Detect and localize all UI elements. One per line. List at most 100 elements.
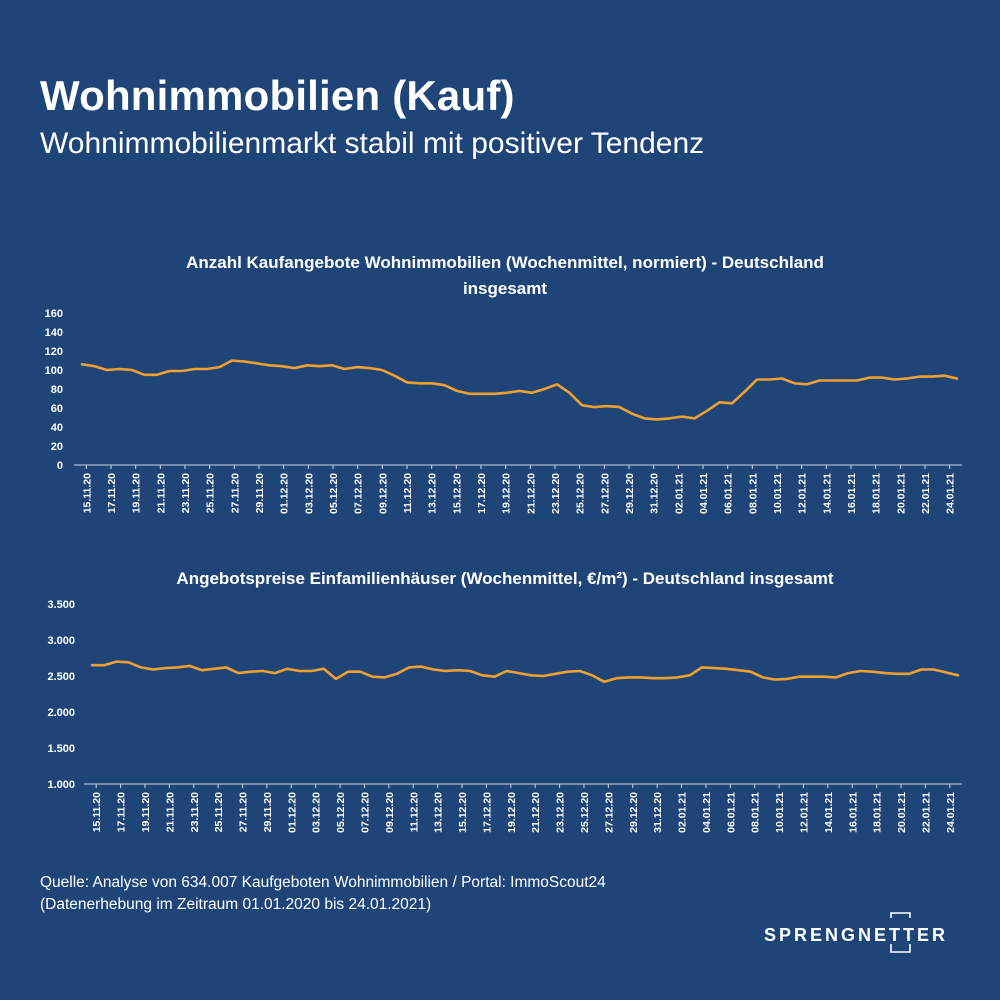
x-tick-label: 17.11.20 [116,792,128,832]
x-tick-label: 03.12.20 [311,792,323,833]
x-tick-label: 24.01.21 [945,792,957,833]
x-tick-label: 21.12.20 [530,792,542,833]
x-tick-label: 04.01.21 [701,792,713,833]
source-line-1: Quelle: Analyse von 634.007 Kaufgeboten … [40,874,606,891]
x-tick-label: 04.01.21 [698,473,710,514]
y-tick-label: 0 [57,460,63,472]
x-tick-label: 07.12.20 [359,792,371,833]
series-line [90,660,960,684]
x-tick-label: 15.12.20 [451,473,463,514]
x-tick-label: 05.12.20 [328,473,340,514]
x-tick-label: 23.12.20 [555,792,567,833]
x-tick-label: 22.01.21 [920,473,932,514]
x-tick-label: 19.12.20 [501,473,513,514]
y-tick-label: 40 [51,422,63,434]
y-tick-label: 140 [45,327,63,339]
x-tick-label: 05.12.20 [335,792,347,833]
x-tick-label: 29.12.20 [628,792,640,833]
x-tick-label: 25.11.20 [213,792,225,832]
x-tick-label: 23.11.20 [180,473,192,513]
y-tick-label: 160 [45,308,63,320]
page-subtitle: Wohnimmobilienmarkt stabil mit positiver… [40,127,705,160]
x-tick-label: 16.01.21 [847,792,859,833]
y-tick-label: 3.500 [47,599,75,611]
x-tick-label: 20.01.21 [896,792,908,833]
x-tick-label: 06.01.21 [725,792,737,833]
x-tick-label: 19.11.20 [140,792,152,832]
y-tick-label: 20 [51,441,63,453]
x-tick-label: 15.12.20 [457,792,469,833]
x-tick-label: 27.11.20 [229,473,241,513]
x-tick-label: 31.12.20 [649,473,661,514]
y-tick-label: 100 [45,365,63,377]
sprengnetter-logo: SPRENGNETTER [760,910,960,960]
chart-listings-count: 0 20 40 60 80 100 120 140 160 15.11.20 17.11.20 19.… [45,308,962,514]
x-tick-label: 25.12.20 [579,792,591,833]
x-tick-label: 03.12.20 [303,473,315,514]
x-tick-label: 21.11.20 [164,792,176,832]
x-tick-label: 17.12.20 [476,473,488,514]
x-tick-label: 15.11.20 [91,792,103,832]
x-tick-label: 09.12.20 [384,792,396,833]
x-tick-label: 18.01.21 [872,792,884,833]
x-tick-label: 29.12.20 [624,473,636,514]
y-tick-label: 3.000 [47,635,75,647]
logo-text: SPRENGNETTER [764,925,949,945]
x-tick-label: 08.01.21 [750,792,762,833]
x-tick-label: 27.11.20 [238,792,250,832]
y-tick-label: 1.500 [47,743,75,755]
source-line-2: (Datenerhebung im Zeitraum 01.01.2020 bi… [40,896,432,913]
y-tick-label: 2.000 [47,707,75,719]
y-tick-label: 60 [51,403,63,415]
source-note: Quelle: Analyse von 634.007 Kaufgeboten … [40,872,606,916]
y-tick-label: 2.500 [47,671,75,683]
logo-mark-icon [890,912,911,953]
x-tick-label: 27.12.20 [603,792,615,833]
x-tick-label: 29.11.20 [254,473,266,513]
x-tick-label: 22.01.21 [920,792,932,833]
x-tick-label: 01.12.20 [286,792,298,833]
x-tick-label: 24.01.21 [945,473,957,514]
x-tick-label: 12.01.21 [798,792,810,833]
x-tick-label: 17.12.20 [481,792,493,833]
chart-1-title: Anzahl Kaufangebote Wohnimmobilien (Woch… [186,253,824,298]
x-tick-label: 27.12.20 [599,473,611,514]
x-tick-label: 08.01.21 [747,473,759,514]
y-tick-label: 1.000 [47,779,75,791]
y-tick-label: 120 [45,346,63,358]
x-tick-label: 07.12.20 [353,473,365,514]
x-tick-label: 13.12.20 [427,473,439,514]
x-tick-label: 18.01.21 [871,473,883,514]
x-tick-label: 11.12.20 [402,473,414,513]
x-tick-label: 16.01.21 [846,473,858,514]
x-tick-label: 14.01.21 [823,792,835,833]
x-tick-label: 15.11.20 [81,473,93,513]
x-tick-label: 11.12.20 [408,792,420,832]
x-tick-label: 01.12.20 [279,473,291,514]
x-tick-label: 17.11.20 [106,473,118,513]
x-tick-label: 21.12.20 [525,473,537,514]
x-tick-label: 29.11.20 [262,792,274,832]
page-title: Wohnimmobilien (Kauf) [40,72,515,119]
y-tick-label: 80 [51,384,63,396]
x-tick-label: 21.11.20 [155,473,167,513]
x-tick-label: 20.01.21 [895,473,907,514]
x-tick-label: 25.11.20 [205,473,217,513]
chart-2-title: Angebotspreise Einfamilienhäuser (Wochen… [176,569,834,588]
x-tick-label: 06.01.21 [723,473,735,514]
chart-house-prices: 1.000 1.500 2.000 2.500 3.000 3.500 15.11.20 17… [47,599,962,833]
x-tick-label: 12.01.21 [797,473,809,514]
x-tick-label: 13.12.20 [433,792,445,833]
series-line [80,359,959,421]
x-tick-label: 31.12.20 [652,792,664,833]
x-tick-label: 23.11.20 [189,792,201,832]
x-tick-label: 14.01.21 [821,473,833,514]
x-tick-label: 19.11.20 [131,473,143,513]
x-tick-label: 02.01.21 [673,473,685,514]
x-tick-label: 23.12.20 [550,473,562,514]
x-tick-label: 10.01.21 [774,792,786,833]
x-tick-label: 09.12.20 [377,473,389,514]
x-tick-label: 10.01.21 [772,473,784,514]
x-tick-label: 19.12.20 [506,792,518,833]
x-tick-label: 02.01.21 [677,792,689,833]
